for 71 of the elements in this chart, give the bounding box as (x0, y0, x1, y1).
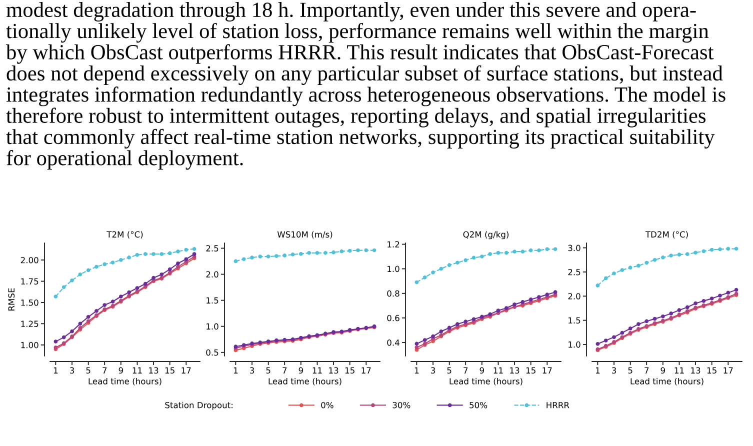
x-tick-label: 7 (644, 367, 649, 374)
y-tick-label: 1.25 (21, 320, 38, 327)
x-tick-label: 9 (118, 367, 123, 374)
y-tick-label: 0.5 (206, 349, 218, 356)
x-tick-label: 9 (660, 367, 665, 374)
x-tick-label: 13 (329, 367, 338, 374)
x-tick-label: 11 (312, 367, 322, 374)
x-tick-label: 13 (691, 367, 700, 374)
x-tick-label: 15 (526, 367, 536, 374)
x-tick-label: 7 (102, 367, 107, 374)
legend-label: 30% (392, 402, 410, 408)
x-tick-label: 17 (182, 367, 191, 374)
y-tick-label: 0.4 (387, 339, 400, 346)
x-tick-label: 13 (149, 367, 158, 374)
x-tick-label: 3 (430, 367, 435, 374)
y-tick-label: 3.0 (568, 244, 580, 252)
chart-title: TD2M (°C) (645, 231, 688, 239)
y-axis-title: RMSE (8, 288, 15, 310)
y-tick-label: 1.50 (21, 299, 38, 306)
y-tick-label: 0.8 (387, 290, 400, 297)
y-tick-label: 1.0 (388, 266, 400, 272)
y-tick-label: 1.5 (568, 317, 580, 324)
x-axis-title: Lead time (hours) (450, 378, 522, 386)
x-tick-label: 17 (362, 367, 371, 374)
y-tick-label: 1.75 (21, 278, 38, 285)
y-tick-label: 1.00 (21, 342, 38, 348)
y-tick-label: 1.0 (206, 323, 218, 330)
y-tick-label: 2.5 (568, 268, 580, 276)
x-tick-label: 11 (132, 367, 142, 374)
x-tick-label: 3 (250, 367, 254, 374)
x-axis-title: Lead time (hours) (88, 378, 162, 386)
chart-title: T2M (°C) (106, 231, 143, 239)
chart-title: Q2M (g/kg) (463, 231, 508, 240)
y-tick-label: 2.0 (206, 271, 218, 278)
x-tick-label: 5 (86, 367, 90, 374)
x-tick-label: 1 (54, 367, 58, 374)
y-tick-label: 1.0 (568, 341, 580, 348)
y-tick-label: 0.6 (387, 314, 400, 322)
x-tick-label: 17 (724, 367, 733, 374)
x-axis-title: Lead time (hours) (268, 378, 342, 386)
x-tick-label: 5 (266, 367, 270, 374)
x-tick-label: 1 (596, 367, 600, 374)
x-tick-label: 7 (282, 367, 287, 374)
x-tick-label: 5 (628, 367, 632, 374)
x-tick-label: 15 (345, 367, 354, 374)
y-tick-label: 1.2 (388, 241, 400, 248)
x-axis-title: Lead time (hours) (630, 378, 704, 386)
y-tick-label: 2.0 (568, 293, 580, 300)
x-tick-label: 3 (70, 367, 74, 374)
legend-label: 0% (321, 402, 334, 408)
y-tick-label: 2.5 (206, 245, 218, 252)
x-tick-label: 3 (612, 367, 616, 374)
x-tick-label: 9 (480, 367, 484, 374)
x-tick-label: 13 (510, 367, 520, 374)
y-tick-label: 1.5 (206, 297, 218, 304)
x-tick-label: 5 (447, 367, 452, 374)
x-tick-label: 1 (414, 367, 419, 374)
x-tick-label: 9 (298, 367, 303, 374)
legend-label: HRRR (546, 402, 570, 408)
x-tick-label: 1 (234, 367, 238, 374)
legend-title: Station Dropout: (165, 402, 232, 410)
x-tick-label: 11 (494, 367, 503, 374)
x-tick-label: 7 (464, 367, 468, 374)
x-tick-label: 15 (165, 367, 174, 374)
x-tick-label: 17 (542, 367, 552, 374)
x-tick-label: 11 (674, 367, 684, 374)
legend-label: 50% (470, 402, 488, 408)
x-tick-label: 15 (707, 367, 716, 374)
chart-title: WS10M (m/s) (277, 231, 332, 239)
y-tick-label: 2.00 (20, 256, 38, 264)
text: modest degradation through 18 h. Importantly, even under this severe and opera- tionally unlikely level of station loss, performance remains well within the margin by which ObsCast outperforms HRRR. This result indicates that ObsCast-Forecast does not depend excessively on any particular subset of surface stations, but instead integrates information redundantly across heterogeneous observations. The model is therefore robust to intermittent outages, reporting delays, and spatial irregularities that commonly affect real-time station networks, supporting its practical suitability for operational deployment. (6, 2, 726, 170)
